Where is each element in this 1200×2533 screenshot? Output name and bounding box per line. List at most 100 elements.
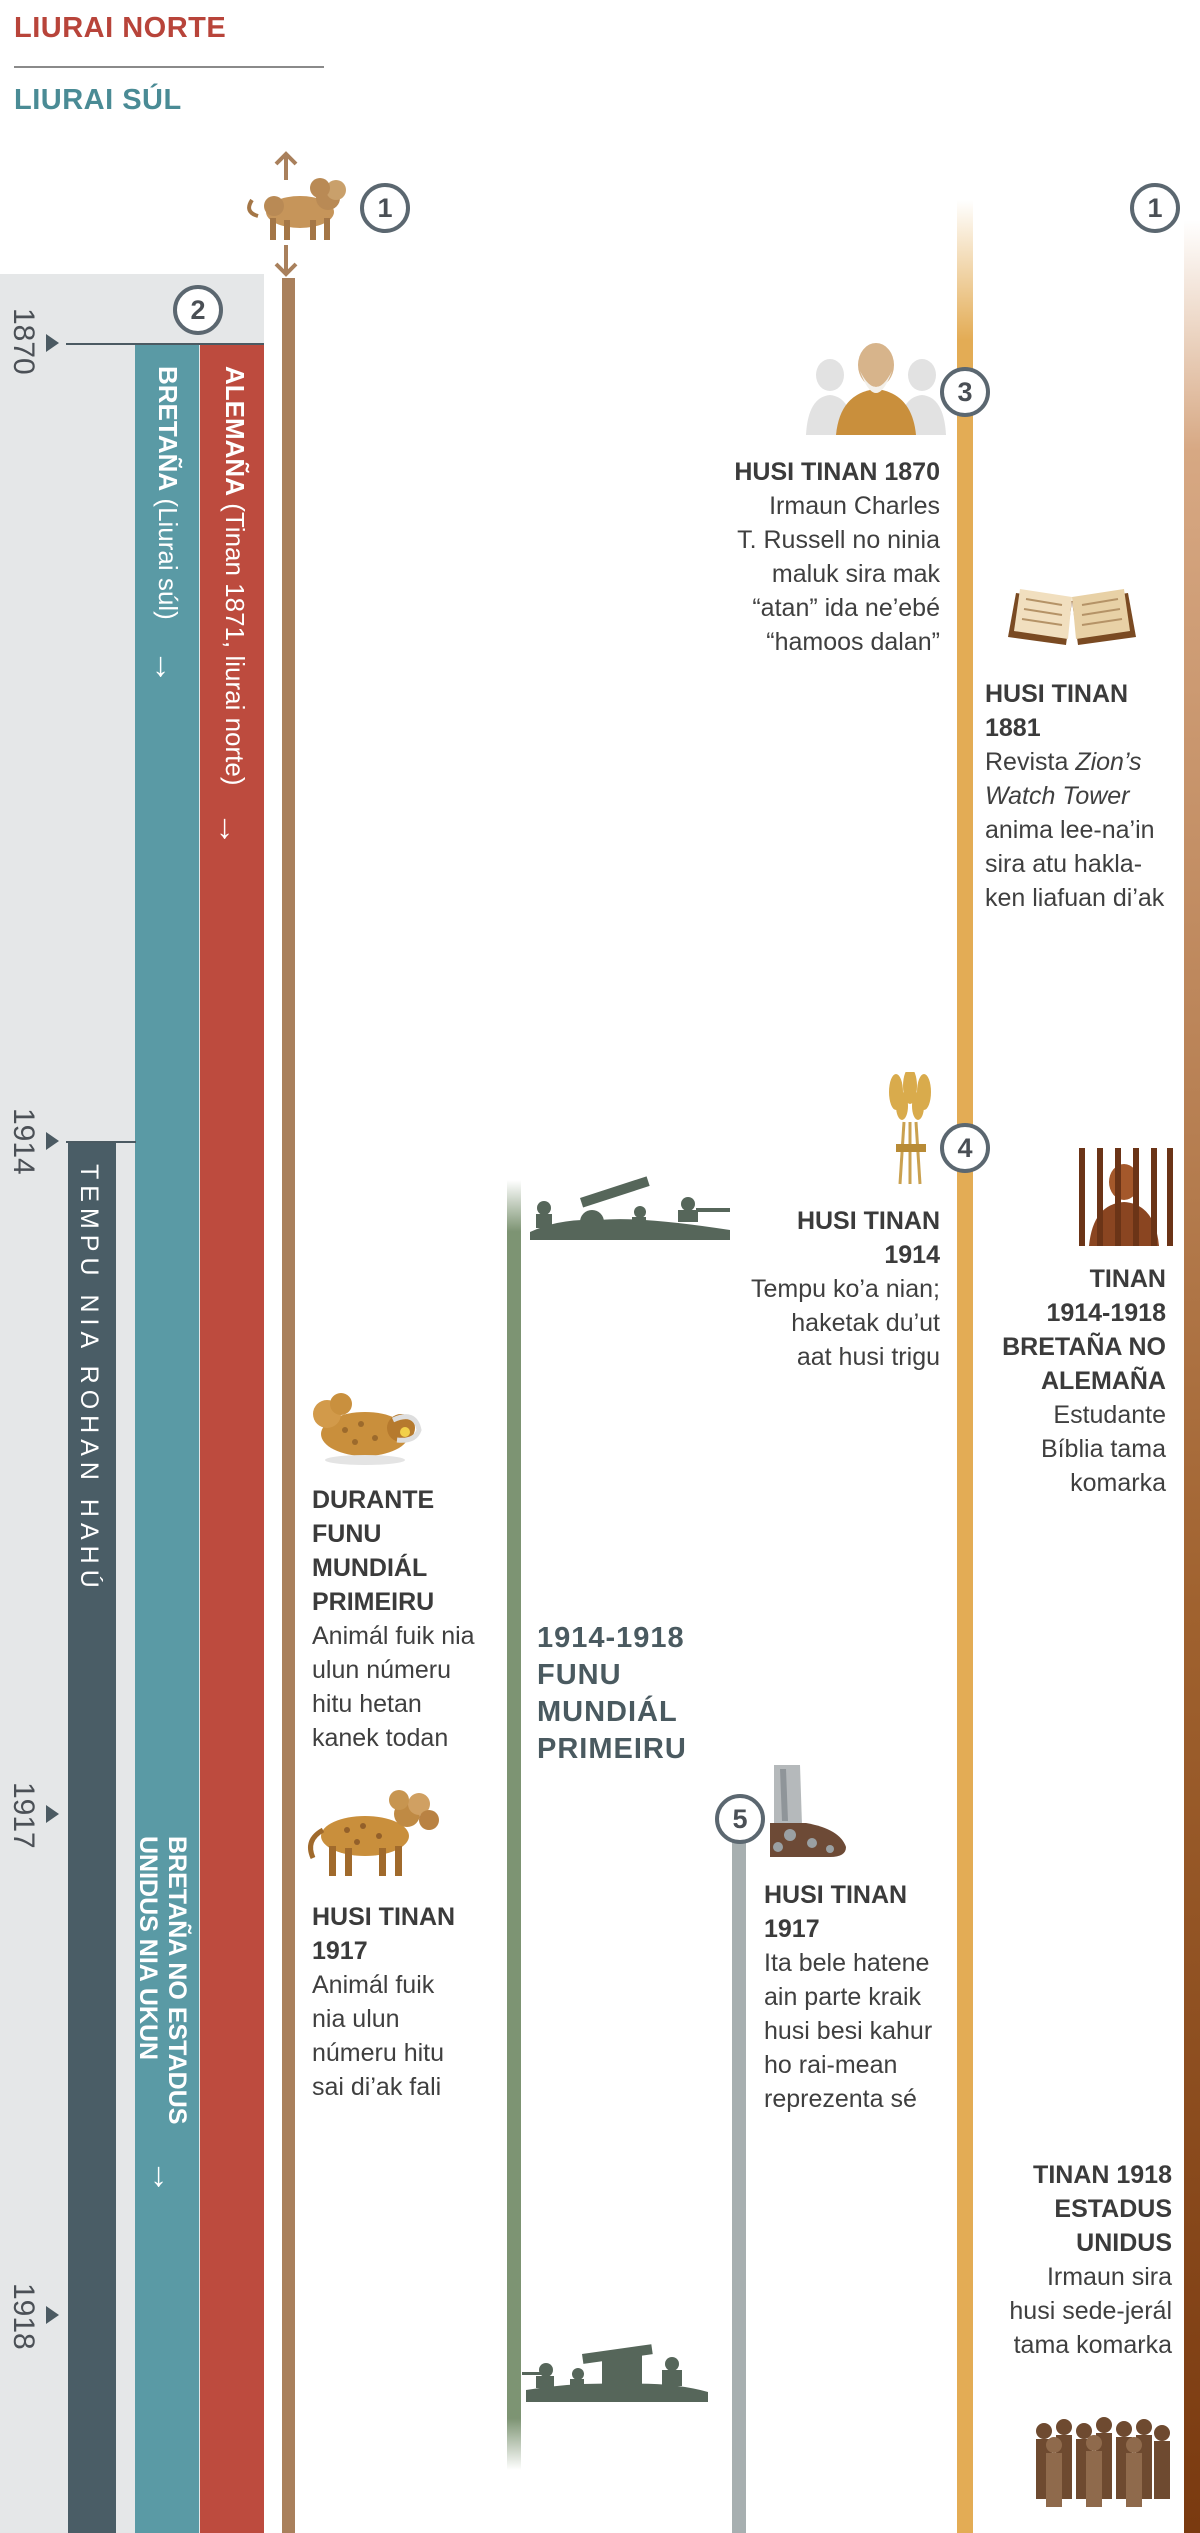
event-1917-feet-line: ho rai-mean [764,2051,898,2079]
iron-clay-feet-icon [770,1765,846,1857]
event-prison-heading: ALEMAÑA [1041,1367,1166,1395]
event-1917-feet-line: husi besi kahur [764,2017,933,2045]
open-bible-icon [1008,589,1136,645]
year-1917-label: 1917 [7,1782,40,1849]
germany-arrow-icon: ↓ [216,808,233,846]
event-1917-beast-heading: HUSI TINAN [312,1903,456,1931]
year-1918-label: 1918 [7,2283,40,2350]
event-1881: HUSI TINAN 1881 Revista Zion’s Watch Tow… [985,677,1200,915]
wheat-bundle-icon [889,1072,931,1185]
prisoner-bars-icon [1079,1148,1173,1246]
event-ww1-beast-heading: PRIMEIRU [312,1588,435,1616]
anglo-american-label-line2: UNIDUS NIA UKUN [134,1836,162,2061]
britain-arrow-icon: ↓ [152,646,169,684]
event-1917-beast-line: númeru hitu [312,2039,445,2067]
circle-3: 3 [940,367,990,417]
event-1870-line: maluk sira mak [771,560,940,588]
legend-divider [14,66,324,68]
event-1918: TINAN 1918 ESTADUS UNIDUS Irmaun sira hu… [950,2158,1172,2362]
event-1918-heading: ESTADUS [1054,2195,1172,2223]
end-times-bar [68,1142,116,2533]
circle-2: 2 [173,285,223,335]
event-1881-heading: HUSI TINAN [985,680,1129,708]
event-ww1-beast-heading: DURANTE [312,1486,435,1514]
year-1918-marker [46,2306,59,2324]
event-1917-feet-line: reprezenta sé [764,2085,917,2113]
event-1914-1918-prison: TINAN 1914-1918 BRETAÑA NO ALEMAÑA Estud… [960,1262,1166,1500]
germany-bar-label: ALEMAÑA (Tinan 1871, liurai norte) [219,366,250,786]
event-1917-beast: HUSI TINAN 1917 Animál fuik nia ulun núm… [312,1900,502,2104]
ww1-title-line: PRIMEIRU [537,1733,687,1765]
end-times-bar-label: TEMPU NIA ROHAN HAHÚ [75,1164,103,1594]
prison-timeline-line [1184,220,1200,2533]
event-1870-line: T. Russell no ninia [737,526,940,554]
event-ww1-beast-line: kanek todan [312,1724,449,1752]
event-1914-line: aat husi trigu [796,1343,940,1371]
event-ww1-beast: DURANTE FUNU MUNDIÁL PRIMEIRU Animál fui… [312,1483,502,1755]
event-1881-heading-year: 1881 [985,714,1041,742]
event-1914-heading: HUSI TINAN [796,1207,940,1235]
year-1914-line [66,1141,136,1143]
event-prison-line: komarka [1070,1469,1166,1497]
anglo-american-label-line1: BRETAÑA NO ESTADUS [163,1836,191,2125]
feet-timeline-line [732,1840,746,2533]
circle-1-left: 1 [360,183,410,233]
event-1881-line: sira atu hakla- [985,850,1143,878]
event-1870-line: “atan” ida ne’ebé [752,594,940,622]
year-1870-label: 1870 [7,308,40,375]
year-1870-line [66,343,264,345]
event-1914-line: Tempu ko’a nian; [750,1275,940,1303]
britain-bar-label: BRETAÑA (Liurai súl) [152,366,183,620]
event-1917-feet-line: ain parte kraik [764,1983,922,2011]
event-prison-heading: 1914-1918 [1046,1299,1166,1327]
event-1917-feet-line: Ita bele hatene [764,1949,930,1977]
event-1917-feet-heading: 1917 [764,1915,820,1943]
event-1870-heading: HUSI TINAN 1870 [734,458,940,486]
circle-5: 5 [715,1794,765,1844]
healed-beast-icon [308,1790,439,1876]
soldiers-cannon-icon [530,1176,730,1240]
britain-bar-subtitle: (Liurai súl) [153,491,183,620]
event-1918-line: Irmaun sira [1046,2263,1172,2291]
event-1881-magazine: Revista Zion’s [985,745,1200,779]
event-1881-title-italic: Watch Tower [985,782,1130,810]
event-1917-beast-line: Animál fuik [312,1971,435,1999]
event-1914-line: haketak du’ut [791,1309,940,1337]
year-1914-label: 1914 [7,1108,40,1175]
soldiers-cannon-icon [522,2344,708,2402]
ww1-title: 1914-1918 FUNU MUNDIÁL PRIMEIRU [537,1620,687,1768]
event-prison-line: Bíblia tama [1040,1435,1166,1463]
brothers-group-icon [1036,2417,1170,2507]
britain-bar [135,344,199,2533]
event-ww1-beast-line: Animál fuik nia [312,1622,475,1650]
lion-beast-icon [247,151,346,277]
germany-bar [200,344,264,2533]
beast-timeline-line [282,278,295,2533]
event-1881-line: ken liafuan di’ak [985,884,1165,912]
event-1881-line: anima lee-na’in [985,816,1155,844]
event-1917-beast-line: nia ulun [312,2005,400,2033]
year-1917-marker [46,1805,59,1823]
russell-portrait-icon [806,343,946,435]
event-ww1-beast-line: ulun númeru [312,1656,451,1684]
year-1914-marker [46,1132,59,1150]
event-1870-line: “hamoos dalan” [766,628,940,656]
event-1917-beast-heading: 1917 [312,1937,368,1965]
event-1917-beast-line: sai di’ak fali [312,2073,442,2101]
event-1914-heading-year: 1914 [884,1241,940,1269]
event-1881-title-italic: Zion’s [1075,748,1142,776]
event-1914: HUSI TINAN 1914 Tempu ko’a nian; haketak… [700,1204,940,1374]
event-1881-line: Watch Tower [985,779,1200,813]
ww1-timeline-line [507,1180,521,2470]
britain-bar-title: BRETAÑA [153,366,183,492]
germany-bar-subtitle: (Tinan 1871, liurai norte) [220,496,250,786]
event-prison-heading: BRETAÑA NO [1002,1333,1166,1361]
ww1-title-line: FUNU [537,1659,622,1691]
event-1917-feet: HUSI TINAN 1917 Ita bele hatene ain part… [764,1878,964,2116]
event-1918-heading: UNIDUS [1076,2229,1172,2257]
event-1881-text: Revista [985,748,1076,776]
event-ww1-beast-heading: FUNU [312,1520,382,1548]
gold-timeline-line [957,200,973,2533]
event-1918-heading: TINAN 1918 [1033,2161,1172,2189]
event-prison-heading: TINAN [1089,1265,1166,1293]
